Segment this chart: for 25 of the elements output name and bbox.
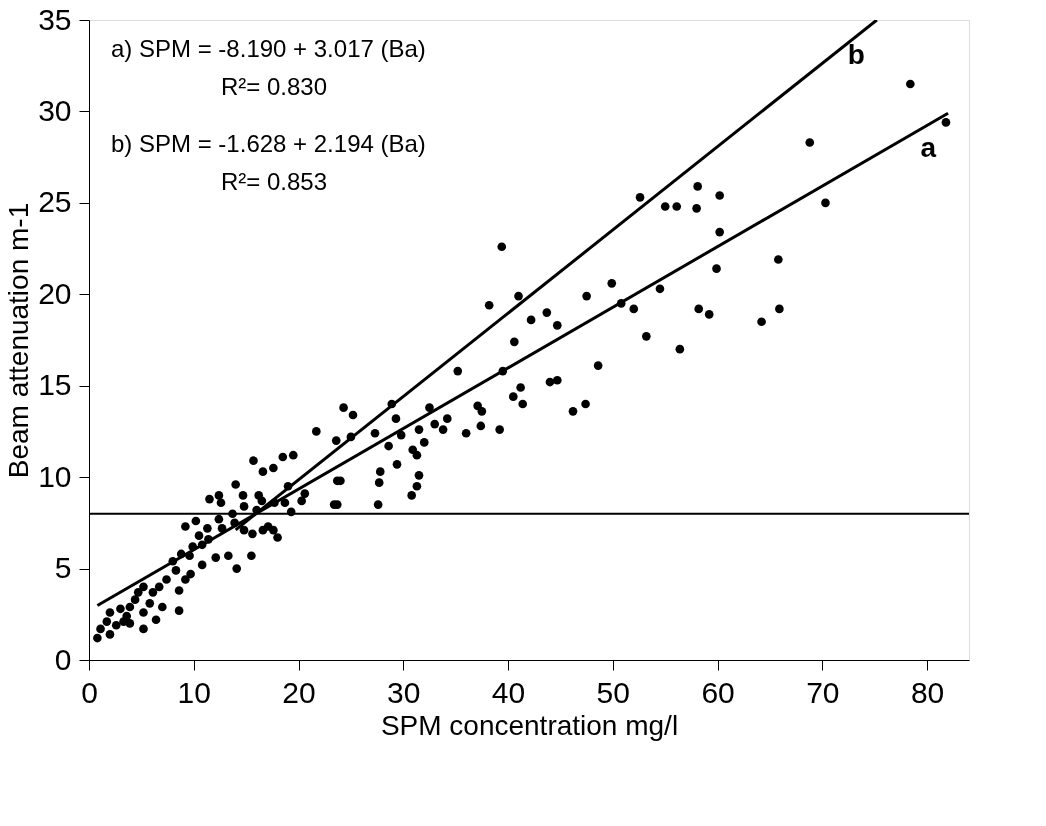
y-tick-label: 30 bbox=[38, 93, 72, 127]
x-tick-label: 40 bbox=[491, 675, 526, 709]
y-axis-title: Beam attenuation m-1 bbox=[3, 202, 35, 479]
x-tick-label: 60 bbox=[701, 675, 735, 709]
y-tick-label: 25 bbox=[38, 185, 72, 219]
y-tick-label: 15 bbox=[38, 368, 72, 402]
annotation: R²= 0.830 bbox=[221, 73, 328, 100]
annotation: a) SPM = -8.190 + 3.017 (Ba) bbox=[111, 35, 426, 62]
y-tick-label: 5 bbox=[54, 551, 72, 585]
series-label: a bbox=[920, 132, 937, 164]
x-tick-label: 30 bbox=[387, 675, 421, 709]
x-axis-title: SPM concentration mg/l bbox=[380, 709, 679, 741]
series-label: b bbox=[847, 39, 865, 70]
annotation: b) SPM = -1.628 + 2.194 (Ba) bbox=[111, 130, 426, 157]
y-tick-label: 0 bbox=[54, 642, 72, 676]
x-tick-label: 50 bbox=[596, 675, 630, 709]
x-tick-label: 10 bbox=[177, 675, 211, 709]
x-tick-label: 80 bbox=[910, 675, 945, 709]
x-tick-label: 70 bbox=[806, 675, 840, 709]
x-tick-label: 0 bbox=[81, 675, 98, 709]
y-tick-label: 10 bbox=[38, 459, 72, 493]
annotation: R²= 0.853 bbox=[221, 168, 328, 195]
y-tick-label: 35 bbox=[38, 2, 72, 36]
x-tick-label: 20 bbox=[282, 675, 316, 709]
y-tick-label: 20 bbox=[38, 276, 72, 310]
